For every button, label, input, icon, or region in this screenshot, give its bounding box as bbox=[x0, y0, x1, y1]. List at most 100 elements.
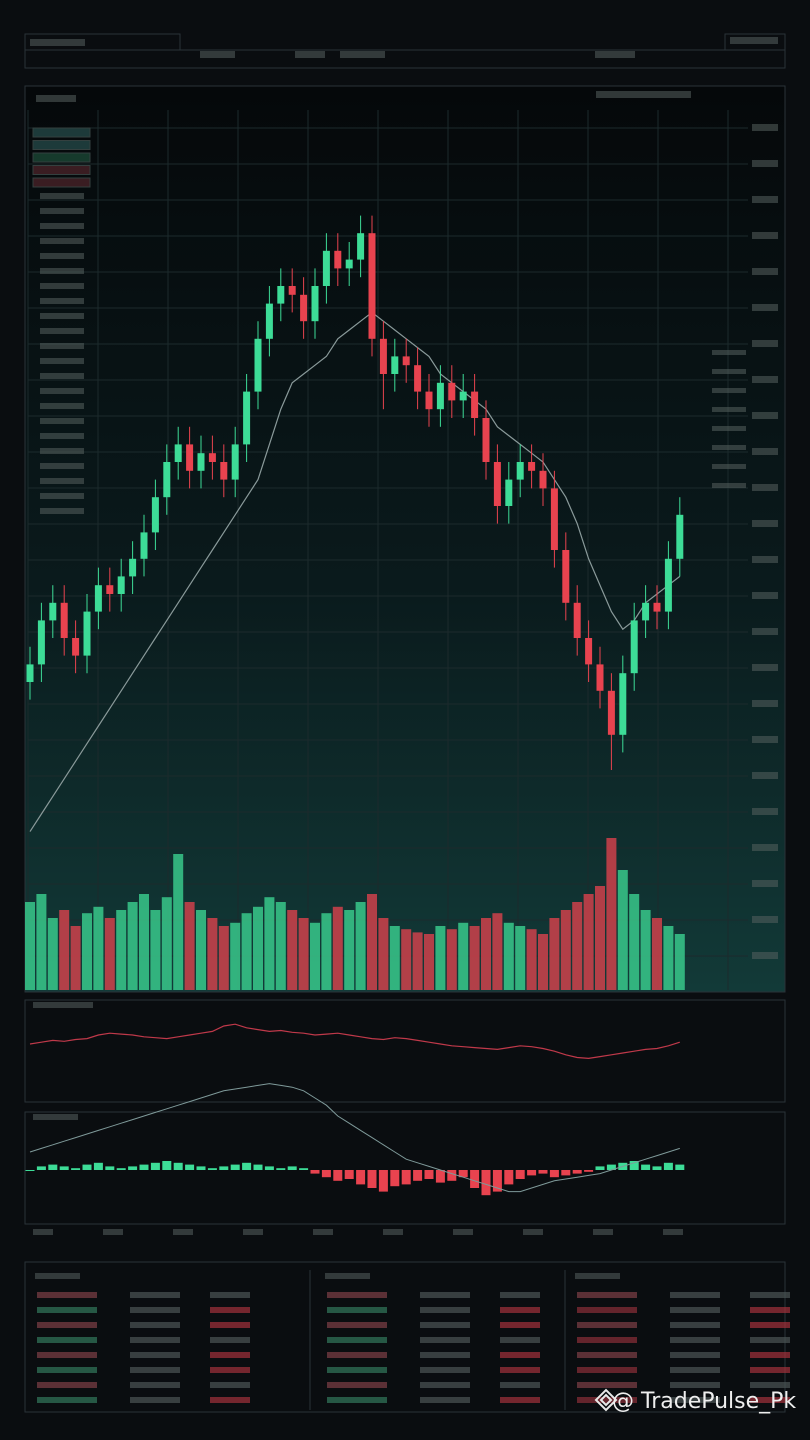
side-note bbox=[712, 464, 746, 469]
side-note bbox=[712, 350, 746, 355]
volume-bar bbox=[298, 918, 309, 990]
candle-body bbox=[83, 611, 91, 656]
table-cell bbox=[130, 1307, 180, 1313]
table-cell bbox=[577, 1397, 637, 1403]
time-label bbox=[523, 1229, 543, 1235]
volume-bar bbox=[184, 902, 195, 990]
price-label bbox=[752, 304, 778, 311]
table-cell bbox=[500, 1322, 540, 1328]
candle-body bbox=[288, 286, 296, 295]
price-label bbox=[752, 844, 778, 851]
table-cell bbox=[420, 1352, 470, 1358]
volume-bar bbox=[652, 918, 662, 990]
volume-bar bbox=[378, 918, 389, 990]
table-cell bbox=[500, 1367, 540, 1373]
volume-bar bbox=[629, 894, 640, 990]
moving-average bbox=[29, 311, 681, 832]
price-label bbox=[752, 232, 778, 239]
header-text bbox=[340, 51, 385, 58]
candle-body bbox=[151, 497, 159, 533]
macd-bar bbox=[162, 1161, 172, 1170]
volume-bar bbox=[503, 922, 514, 990]
table-cell bbox=[130, 1367, 180, 1373]
volume-bar bbox=[583, 894, 594, 990]
macd-bar bbox=[321, 1170, 331, 1178]
macd-bar bbox=[549, 1170, 559, 1178]
table-cell bbox=[577, 1307, 637, 1313]
order-row bbox=[40, 253, 84, 259]
candle-body bbox=[436, 382, 444, 410]
side-note bbox=[712, 369, 746, 374]
toolbar[interactable] bbox=[24, 49, 786, 69]
macd-bar bbox=[36, 1166, 46, 1170]
macd-bar bbox=[150, 1162, 160, 1170]
macd-bar bbox=[458, 1170, 468, 1178]
price-label bbox=[752, 772, 778, 779]
macd-bar bbox=[173, 1162, 183, 1170]
volume-bar bbox=[218, 926, 229, 990]
price-label bbox=[752, 376, 778, 383]
candle-body bbox=[425, 391, 433, 410]
table-cell bbox=[327, 1307, 387, 1313]
price-label bbox=[752, 160, 778, 167]
price-label bbox=[752, 124, 778, 131]
volume-bar bbox=[595, 886, 605, 990]
macd-bar bbox=[219, 1166, 229, 1170]
candle-body bbox=[49, 602, 57, 621]
candle-body bbox=[117, 576, 125, 594]
macd-bar bbox=[116, 1168, 126, 1170]
candle-body bbox=[277, 286, 285, 304]
macd-bar bbox=[378, 1170, 388, 1192]
table-cell bbox=[500, 1337, 540, 1343]
table-cell bbox=[420, 1322, 470, 1328]
volume-bar bbox=[538, 934, 548, 990]
macd-bar bbox=[470, 1170, 480, 1188]
candle-body bbox=[129, 558, 137, 577]
table-cell bbox=[577, 1367, 637, 1373]
price-label bbox=[752, 736, 778, 743]
price-label bbox=[752, 268, 778, 275]
macd-bar bbox=[196, 1166, 206, 1170]
order-row bbox=[40, 478, 84, 484]
table-cell bbox=[327, 1337, 387, 1343]
header-text bbox=[730, 37, 778, 44]
candle-body bbox=[619, 673, 627, 735]
macd-bar bbox=[93, 1162, 103, 1170]
volume-bar bbox=[674, 934, 685, 990]
table-cell bbox=[210, 1397, 250, 1403]
table-cell bbox=[750, 1307, 790, 1313]
order-row bbox=[40, 238, 84, 244]
price-label bbox=[752, 340, 778, 347]
header-text bbox=[200, 51, 235, 58]
macd-bar bbox=[185, 1164, 195, 1170]
macd-bar bbox=[310, 1170, 320, 1174]
time-label bbox=[593, 1229, 613, 1235]
volume-bar bbox=[344, 910, 355, 990]
macd-bar bbox=[25, 1170, 35, 1171]
volume-bar bbox=[469, 926, 480, 990]
order-row bbox=[40, 463, 84, 469]
volume-bar bbox=[241, 913, 252, 990]
macd-bar bbox=[675, 1164, 685, 1170]
table-cell bbox=[670, 1322, 720, 1328]
volume-bar bbox=[253, 906, 263, 990]
legend-row bbox=[32, 127, 91, 138]
table-cell bbox=[750, 1322, 790, 1328]
candle-body bbox=[26, 664, 34, 682]
macd-panel bbox=[24, 1111, 786, 1225]
price-label bbox=[752, 448, 778, 455]
order-row bbox=[40, 208, 84, 214]
macd-bar bbox=[538, 1170, 548, 1174]
macd-bar bbox=[492, 1170, 502, 1192]
macd-bar bbox=[344, 1170, 354, 1179]
table-cell bbox=[670, 1307, 720, 1313]
candle-body bbox=[630, 620, 638, 674]
table-cell bbox=[130, 1352, 180, 1358]
macd-bar bbox=[276, 1168, 286, 1170]
price-label bbox=[752, 196, 778, 203]
table-cell bbox=[670, 1352, 720, 1358]
price-panel bbox=[24, 85, 786, 993]
table-cell bbox=[670, 1382, 720, 1388]
candle-body bbox=[186, 444, 194, 471]
macd-bar bbox=[561, 1170, 571, 1176]
